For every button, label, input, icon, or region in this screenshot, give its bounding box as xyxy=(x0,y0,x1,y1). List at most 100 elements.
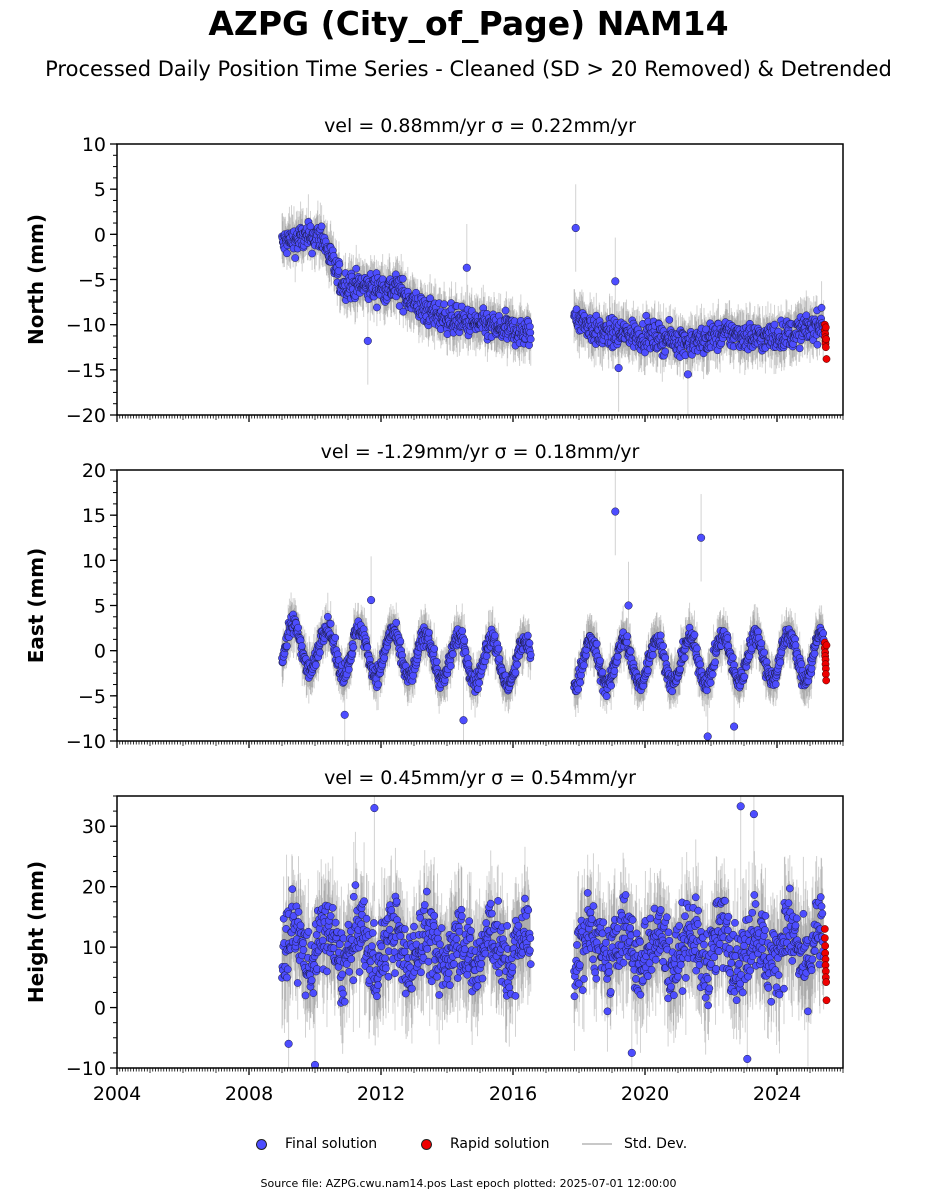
final-solution-point xyxy=(409,671,418,680)
final-solution-point xyxy=(425,628,433,637)
points-east xyxy=(278,507,831,741)
final-solution-point xyxy=(396,637,405,646)
final-solution-outlier xyxy=(683,370,692,379)
y-axis-label-north: North (mm) xyxy=(24,214,48,345)
final-solution-point xyxy=(460,636,469,645)
final-solution-point xyxy=(511,668,520,677)
time-series-plots: 10 5 0 −5 −10 −15 −20 vel = 0.88mm/yr σ = 0.22m… xyxy=(24,115,844,1105)
rapid-solution-point xyxy=(822,335,831,343)
final-solution-point xyxy=(602,692,611,701)
final-solution-point xyxy=(680,653,689,662)
final-solution-point xyxy=(659,642,668,650)
final-solution-point xyxy=(352,264,361,273)
final-solution-outlier xyxy=(363,336,372,345)
final-solution-point xyxy=(311,661,320,669)
final-solution-point xyxy=(690,630,699,639)
final-solution-point xyxy=(475,678,484,687)
y-tick-label: −20 xyxy=(66,405,106,427)
y-tick-label: 10 xyxy=(82,134,106,156)
final-solution-point xyxy=(596,656,604,665)
final-solution-point xyxy=(795,344,804,353)
final-solution-point xyxy=(344,665,353,674)
final-solution-outlier xyxy=(611,277,620,286)
final-solution-point xyxy=(308,249,316,258)
final-solution-point xyxy=(495,654,504,663)
final-solution-point xyxy=(623,632,632,641)
final-solution-point xyxy=(526,651,535,659)
final-solution-point xyxy=(610,667,619,675)
final-solution-point xyxy=(574,685,583,694)
final-solution-point xyxy=(461,648,470,656)
final-solution-point xyxy=(665,315,674,324)
final-solution-point xyxy=(501,306,510,315)
final-solution-point xyxy=(711,658,719,667)
final-solution-point xyxy=(708,670,717,679)
final-solution-point xyxy=(373,303,381,312)
final-solution-point xyxy=(331,633,340,642)
final-solution-point xyxy=(706,678,715,687)
final-solution-point xyxy=(526,335,535,344)
final-solution-point xyxy=(446,662,455,670)
final-solution-point xyxy=(526,328,535,337)
final-solution-point xyxy=(482,652,491,660)
chart-subtitle: Processed Daily Position Time Series - C… xyxy=(45,57,892,81)
final-solution-point xyxy=(491,631,499,640)
final-solution-point xyxy=(334,267,343,275)
rapid-solution-point xyxy=(821,323,830,332)
panel-title-north: vel = 0.88mm/yr σ = 0.22mm/yr xyxy=(324,115,636,137)
final-solution-point xyxy=(283,642,291,650)
final-solution-point xyxy=(525,639,534,648)
final-solution-point xyxy=(598,668,607,677)
final-solution-point xyxy=(316,648,324,657)
final-solution-point xyxy=(817,303,826,312)
final-solution-point xyxy=(374,680,382,689)
final-solution-point xyxy=(661,653,670,662)
y-tick-label: −10 xyxy=(66,315,106,337)
final-solution-point xyxy=(317,222,326,231)
final-solution-point xyxy=(323,612,332,621)
final-solution-point xyxy=(644,666,652,675)
rapid-solution-point xyxy=(821,343,830,352)
final-solution-point xyxy=(696,660,705,669)
plot-frame-north xyxy=(116,143,844,416)
final-solution-point xyxy=(802,311,811,320)
final-solution-point xyxy=(576,678,585,687)
y-tick-label: 0 xyxy=(94,224,106,246)
final-solution-point xyxy=(440,300,448,309)
y-tick-label: −5 xyxy=(78,270,106,292)
final-solution-point xyxy=(291,254,300,262)
final-solution-point xyxy=(770,320,779,329)
final-solution-point xyxy=(656,631,665,640)
final-solution-point xyxy=(430,644,439,653)
points-north xyxy=(278,217,831,379)
final-solution-point xyxy=(592,640,601,648)
final-solution-point xyxy=(326,619,335,628)
final-solution-point xyxy=(613,652,622,661)
final-solution-point xyxy=(297,642,306,650)
final-solution-point xyxy=(399,307,408,316)
final-solution-point xyxy=(740,672,749,681)
final-solution-point xyxy=(524,631,532,640)
final-solution-point xyxy=(693,644,701,653)
y-tick-label: −15 xyxy=(66,360,106,382)
final-solution-point xyxy=(607,681,616,690)
final-solution-point xyxy=(668,687,677,696)
final-solution-point xyxy=(380,653,389,662)
final-solution-point xyxy=(363,643,372,652)
final-solution-outlier xyxy=(614,363,623,373)
final-solution-point xyxy=(294,623,302,632)
final-solution-point xyxy=(283,249,291,258)
final-solution-point xyxy=(661,347,670,356)
final-solution-point xyxy=(626,647,635,656)
final-solution-point xyxy=(448,650,457,659)
final-solution-point xyxy=(432,657,441,666)
final-solution-point xyxy=(458,627,467,635)
final-solution-point xyxy=(580,661,588,670)
final-solution-point xyxy=(392,618,401,627)
chart-title: AZPG (City_of_Page) NAM14 xyxy=(208,4,729,43)
final-solution-outlier xyxy=(462,263,471,272)
final-solution-point xyxy=(335,260,344,269)
final-solution-point xyxy=(349,643,358,652)
final-solution-point xyxy=(513,660,521,669)
final-solution-point xyxy=(399,274,407,283)
